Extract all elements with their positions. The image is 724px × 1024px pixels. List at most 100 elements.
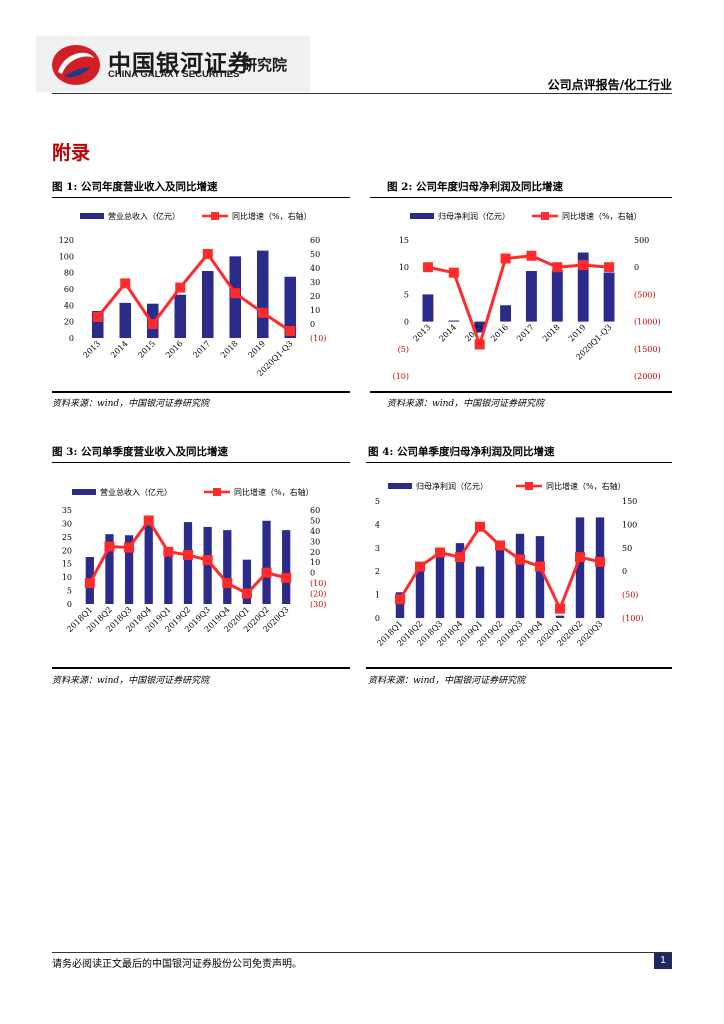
figure-2-bottom-rule <box>370 391 672 393</box>
figure-2-top-rule <box>370 197 672 198</box>
growth-point <box>202 555 213 566</box>
section-title: 附录 <box>52 142 91 164</box>
x-tick-label: 2019 <box>567 323 588 344</box>
growth-point <box>285 326 296 336</box>
y-left-tick-label: 5 <box>404 290 409 299</box>
y-left-tick-label: 0 <box>375 614 380 623</box>
y-right-tick-label: 30 <box>310 278 320 287</box>
figure-1-top-rule <box>52 197 350 198</box>
figure-1-title: 图 1: 公司年度营业收入及同比增速 <box>52 181 218 193</box>
legend-line-marker <box>213 488 221 496</box>
y-left-tick-label: 15 <box>399 236 409 245</box>
legend-bar-swatch <box>388 483 412 489</box>
y-left-tick-label: 1 <box>375 591 380 600</box>
growth-point <box>143 515 154 526</box>
y-left-tick-label: 0 <box>404 318 409 327</box>
growth-point <box>147 319 158 329</box>
legend-bar-label: 归母净利润（亿元） <box>416 481 488 491</box>
y-right-tick-label: 50 <box>622 544 632 553</box>
y-right-tick-label: (100) <box>622 614 644 623</box>
legend-line-label: 同比增速（%，右轴） <box>232 211 312 221</box>
bar <box>415 564 425 618</box>
y-right-tick-label: 10 <box>310 558 320 567</box>
bar <box>555 615 565 618</box>
figure-4-chart: 归母净利润（亿元） 同比增速（%，右轴） 0 1 2 3 4 5 (100) (50) 0 50 100… <box>375 481 644 648</box>
growth-point <box>475 521 485 532</box>
y-right-tick-label: 50 <box>310 516 320 525</box>
figure-4-source: 资料来源：wind，中国银河证券研究院 <box>368 676 526 686</box>
growth-point <box>104 541 115 552</box>
y-left-tick-label: 40 <box>64 301 74 310</box>
figure-4-title: 图 4: 公司单季度归母净利润及同比增速 <box>368 446 555 458</box>
y-right-tick-label: 0 <box>634 263 639 272</box>
page-number: 1 <box>654 953 672 969</box>
bar <box>105 534 114 604</box>
bar <box>183 522 193 604</box>
bar <box>495 545 505 618</box>
y-right-tick-label: (2000) <box>634 372 661 381</box>
x-tick-label: 2018 <box>219 339 240 360</box>
y-right-tick-label: (1500) <box>634 345 661 354</box>
figure-3-top-rule <box>52 462 350 463</box>
bar <box>448 320 460 322</box>
bar <box>515 533 525 618</box>
bar <box>174 294 187 338</box>
y-left-tick-label: 35 <box>62 506 72 515</box>
logo-institute: 研究院 <box>242 56 288 74</box>
bar <box>475 566 485 618</box>
legend-line-label: 同比增速（%，右轴） <box>546 481 626 491</box>
logo-chinese: 中国银河证券 <box>108 51 252 77</box>
figure-1-source: 资料来源：wind，中国银河证券研究院 <box>52 399 210 409</box>
figure-3-chart: 营业总收入（亿元） 同比增速（%，右轴） 0 5 10 15 20 25 30 35 (30)(20… <box>62 487 327 634</box>
y-right-tick-label: 50 <box>310 250 320 259</box>
bar <box>595 517 605 618</box>
x-tick-label: 2016 <box>489 323 510 344</box>
growth-point <box>515 554 525 565</box>
y-right-tick-label: 40 <box>310 264 320 273</box>
y-right-tick-label: 20 <box>310 548 320 557</box>
y-left-tick-label: 20 <box>64 318 74 327</box>
y-right-tick-label: 30 <box>310 537 320 546</box>
bar <box>551 269 563 322</box>
legend-bar-label: 营业总收入（亿元） <box>100 487 172 497</box>
figure-4-top-rule <box>366 462 672 463</box>
bar <box>223 530 232 604</box>
footer-disclaimer: 请务必阅读正文最后的中国银河证券股份公司免责声明。 <box>52 959 302 970</box>
figure-4-bottom-rule <box>366 667 672 669</box>
growth-point <box>84 578 95 589</box>
y-left-tick-label: 15 <box>62 560 72 569</box>
bar <box>91 311 104 338</box>
logo-english: CHINA GALAXY SECURITIES <box>108 69 240 80</box>
y-right-tick-label: 60 <box>310 506 320 515</box>
growth-point <box>92 312 103 322</box>
bar <box>201 271 214 338</box>
legend-bar-swatch <box>410 213 434 219</box>
growth-point <box>555 603 565 614</box>
bar <box>203 526 212 604</box>
growth-point <box>495 540 505 551</box>
bar <box>577 252 589 322</box>
bar <box>395 592 405 618</box>
legend-bar-swatch <box>72 489 96 495</box>
growth-point <box>257 307 268 318</box>
growth-point <box>578 260 589 271</box>
growth-point <box>124 542 135 553</box>
y-left-tick-label: 120 <box>59 236 74 245</box>
growth-point <box>222 578 233 589</box>
growth-point <box>535 561 545 572</box>
y-left-tick-label: 3 <box>375 544 380 553</box>
y-right-tick-label: (30) <box>310 600 326 609</box>
y-left-tick-label: 10 <box>62 573 72 582</box>
growth-point <box>604 262 615 273</box>
y-right-tick-label: (500) <box>634 290 656 299</box>
y-left-tick-label: 5 <box>67 587 72 596</box>
growth-point <box>595 556 605 567</box>
bar <box>282 530 291 604</box>
y-left-tick-label: 80 <box>64 269 74 278</box>
legend-line-marker <box>525 482 533 490</box>
growth-point <box>575 552 585 563</box>
y-left-tick-label: 100 <box>59 252 74 261</box>
growth-point <box>202 249 213 259</box>
bar <box>119 302 132 338</box>
growth-point <box>448 267 459 278</box>
